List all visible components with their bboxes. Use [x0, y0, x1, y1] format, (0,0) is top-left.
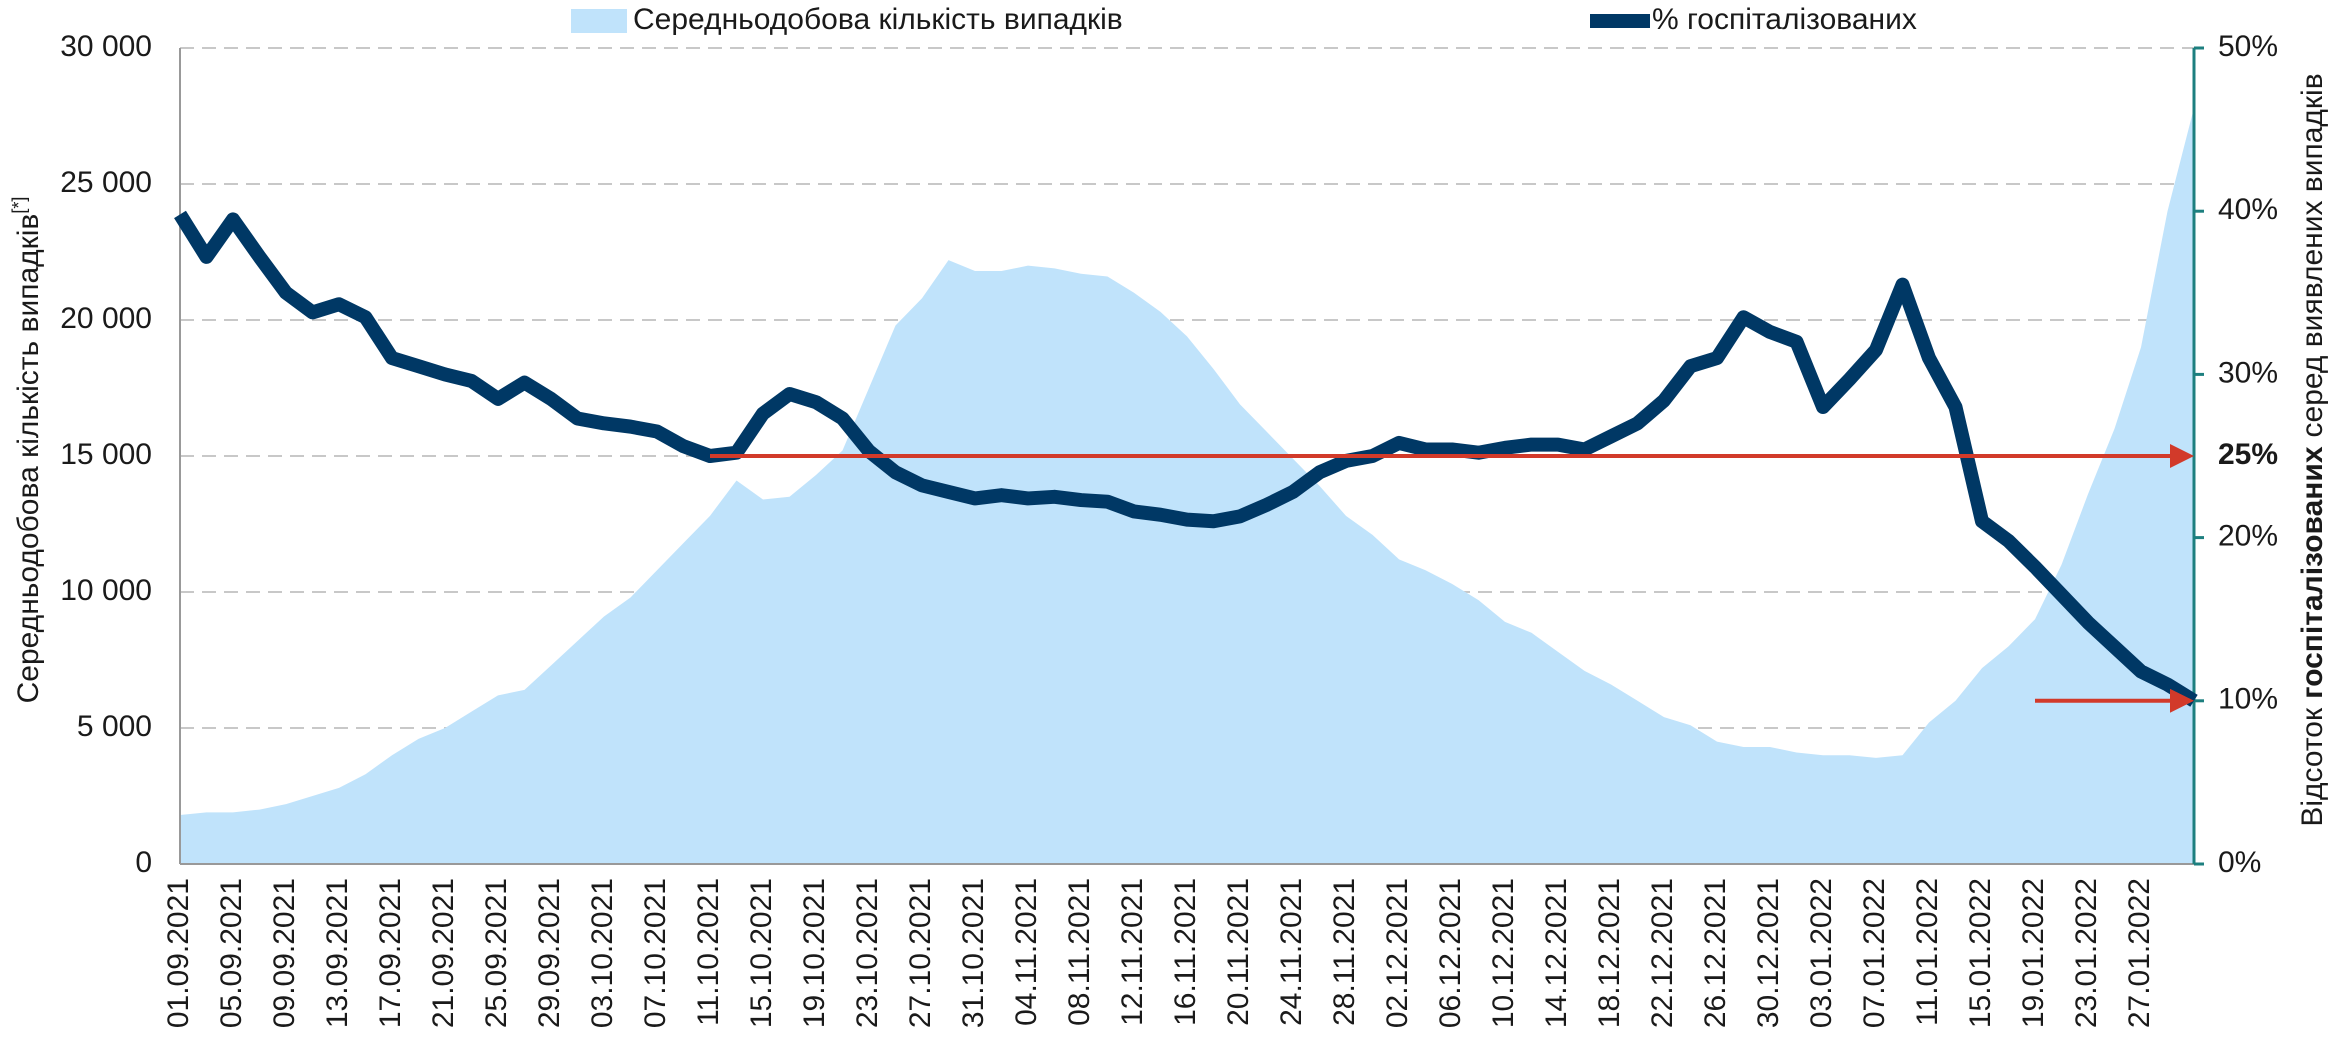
- x-tick-label: 08.11.2021: [1063, 878, 1096, 1026]
- x-tick-label: 31.10.2021: [957, 878, 990, 1028]
- x-tick-label: 05.09.2021: [215, 878, 248, 1028]
- x-tick-label: 03.01.2022: [1805, 878, 1838, 1028]
- x-tick-label: 06.12.2021: [1434, 878, 1467, 1028]
- y-tick-label: 5 000: [77, 710, 152, 743]
- x-tick-label: 19.10.2021: [798, 878, 831, 1028]
- x-tick-label: 23.10.2021: [851, 878, 884, 1028]
- x-tick-label: 27.01.2022: [2123, 878, 2156, 1028]
- y-tick-label: 30 000: [60, 30, 152, 63]
- reference-label: 25%: [2218, 438, 2278, 471]
- y2-tick-label: 50%: [2218, 30, 2278, 63]
- x-tick-label: 07.01.2022: [1858, 878, 1891, 1028]
- y-tick-label: 15 000: [60, 438, 152, 471]
- x-tick-label: 30.12.2021: [1752, 878, 1785, 1028]
- x-tick-label: 23.01.2022: [2070, 878, 2103, 1028]
- legend-swatch: [571, 9, 627, 33]
- x-tick-label: 20.11.2021: [1222, 878, 1255, 1026]
- x-tick-label: 12.11.2021: [1116, 878, 1149, 1026]
- y2-tick-label: 20%: [2218, 520, 2278, 553]
- x-tick-label: 15.10.2021: [745, 878, 778, 1028]
- x-tick-label: 26.12.2021: [1699, 878, 1732, 1028]
- x-tick-label: 01.09.2021: [162, 878, 195, 1028]
- y-axis-title-note: [*]: [9, 197, 29, 214]
- y2-axis-title-part: Відсоток: [2296, 707, 2329, 827]
- x-tick-label: 19.01.2022: [2017, 878, 2050, 1028]
- x-tick-label: 13.09.2021: [321, 878, 354, 1028]
- x-tick-label: 21.09.2021: [427, 878, 460, 1028]
- x-tick-label: 07.10.2021: [639, 878, 672, 1028]
- x-tick-label: 02.12.2021: [1381, 878, 1414, 1028]
- x-tick-label: 10.12.2021: [1487, 878, 1520, 1028]
- x-tick-label: 29.09.2021: [533, 878, 566, 1028]
- x-tick-label: 11.01.2022: [1911, 878, 1944, 1026]
- y2-axis-title-part: госпіталізованих: [2296, 446, 2329, 699]
- x-tick-label: 03.10.2021: [586, 878, 619, 1028]
- line-series: [174, 210, 2198, 707]
- y-tick-label: 25 000: [60, 166, 152, 199]
- y2-tick-label: 40%: [2218, 193, 2278, 226]
- x-tick-label: 14.12.2021: [1540, 878, 1573, 1028]
- x-tick-label: 18.12.2021: [1593, 878, 1626, 1028]
- legend-label: Середньодобова кількість випадків: [633, 3, 1123, 36]
- y-tick-label: 20 000: [60, 302, 152, 335]
- legend-label: % госпіталізованих: [1652, 3, 1917, 36]
- area-series: [180, 107, 2194, 865]
- x-tick-label: 28.11.2021: [1328, 878, 1361, 1026]
- y-axis-title: Середньодобова кількість випадків[*]: [9, 197, 45, 704]
- y-axis-title-main: Середньодобова кількість випадків: [12, 214, 45, 704]
- y2-axis-title: Відсоток госпіталізованих серед виявлених …: [2296, 73, 2329, 826]
- x-tick-label: 17.09.2021: [374, 878, 407, 1028]
- x-tick-label: 25.09.2021: [480, 878, 513, 1028]
- x-tick-label: 09.09.2021: [268, 878, 301, 1028]
- y-tick-label: 0: [135, 846, 152, 879]
- x-tick-label: 27.10.2021: [904, 878, 937, 1028]
- y2-tick-label: 0%: [2218, 846, 2261, 879]
- x-tick-label: 11.10.2021: [692, 878, 725, 1026]
- y2-axis-title-part: серед виявлених випадків: [2296, 73, 2329, 437]
- x-tick-label: 15.01.2022: [1964, 878, 1997, 1028]
- x-tick-label: 04.11.2021: [1010, 878, 1043, 1026]
- y-tick-label: 10 000: [60, 574, 152, 607]
- x-tick-label: 22.12.2021: [1646, 878, 1679, 1028]
- y2-tick-label: 30%: [2218, 356, 2278, 389]
- x-tick-label: 24.11.2021: [1275, 878, 1308, 1026]
- x-tick-label: 16.11.2021: [1169, 878, 1202, 1026]
- y2-tick-label: 10%: [2218, 683, 2278, 716]
